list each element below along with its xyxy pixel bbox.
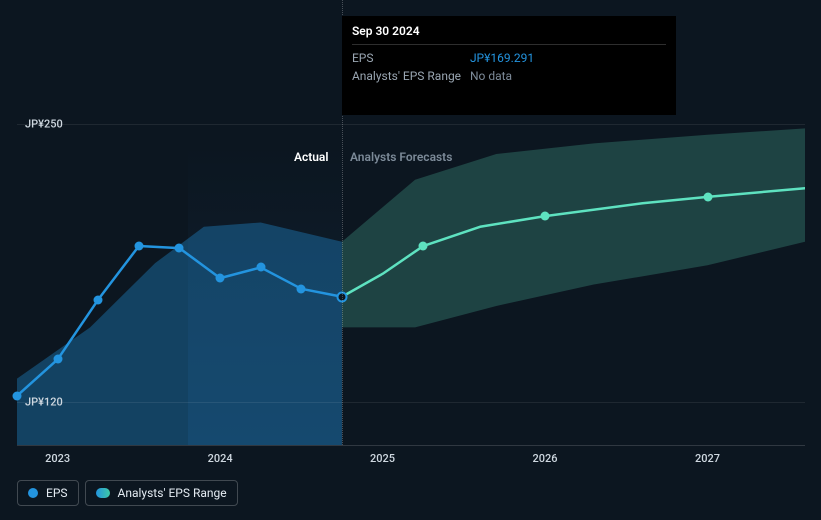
- legend-eps-label: EPS: [46, 486, 68, 500]
- legend-range-swatch: [96, 488, 110, 498]
- section-label-actual: Actual: [294, 150, 329, 164]
- data-point-marker[interactable]: [53, 355, 62, 364]
- data-point-marker[interactable]: [703, 192, 712, 201]
- data-point-marker[interactable]: [134, 242, 143, 251]
- gridline: [17, 402, 805, 403]
- hover-tooltip: Sep 30 2024 EPSJP¥169.291Analysts' EPS R…: [342, 16, 676, 115]
- legend: EPS Analysts' EPS Range: [17, 480, 238, 506]
- data-point-marker[interactable]: [541, 212, 550, 221]
- legend-eps-swatch: [28, 488, 38, 498]
- tooltip-value: No data: [470, 69, 666, 83]
- legend-eps[interactable]: EPS: [17, 480, 79, 506]
- data-point-marker[interactable]: [419, 242, 428, 251]
- x-axis: 2023 2024 2025 2026 2027: [17, 445, 805, 475]
- data-point-marker[interactable]: [13, 391, 22, 400]
- legend-range[interactable]: Analysts' EPS Range: [85, 480, 238, 506]
- tooltip-date: Sep 30 2024: [352, 24, 666, 45]
- tooltip-row: Analysts' EPS RangeNo data: [352, 67, 666, 85]
- y-axis-label: JP¥120: [25, 396, 63, 409]
- tooltip-row: EPSJP¥169.291: [352, 49, 666, 67]
- x-axis-label: 2025: [370, 452, 395, 465]
- data-point-marker[interactable]: [216, 274, 225, 283]
- tooltip-value: JP¥169.291: [470, 51, 666, 65]
- x-axis-label: 2027: [695, 452, 720, 465]
- data-point-marker[interactable]: [175, 244, 184, 253]
- x-axis-label: 2023: [45, 452, 70, 465]
- tooltip-key: EPS: [352, 51, 470, 65]
- data-point-marker[interactable]: [256, 263, 265, 272]
- eps-chart: JP¥250 JP¥120 Actual Analysts Forecasts 2…: [0, 0, 821, 520]
- x-axis-label: 2026: [533, 452, 558, 465]
- section-label-forecast: Analysts Forecasts: [350, 150, 452, 164]
- tooltip-key: Analysts' EPS Range: [352, 69, 470, 83]
- gridline: [17, 124, 805, 125]
- data-point-marker[interactable]: [297, 284, 306, 293]
- data-point-marker[interactable]: [94, 295, 103, 304]
- y-axis-label: JP¥250: [25, 118, 63, 131]
- legend-range-label: Analysts' EPS Range: [118, 486, 227, 500]
- x-axis-label: 2024: [208, 452, 233, 465]
